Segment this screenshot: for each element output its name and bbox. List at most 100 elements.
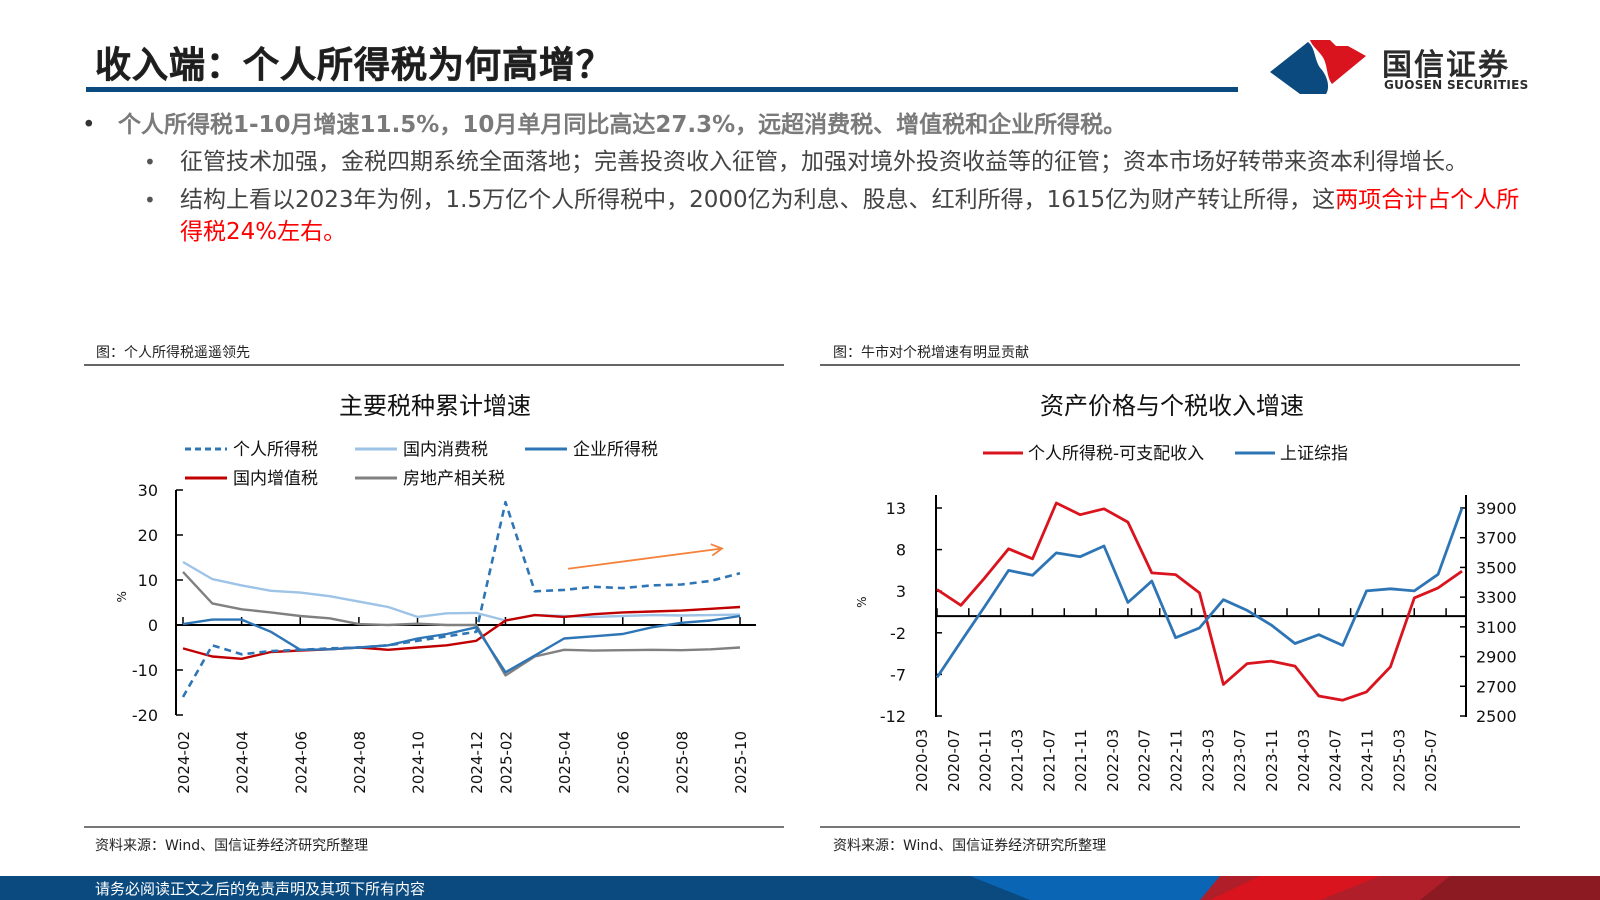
y2-tick-label: 2900 [1476,648,1517,667]
x-tick-label: 2025-03 [1390,729,1408,792]
x-tick-label: 2024-04 [234,731,252,794]
right-source-divider [820,826,1520,828]
title-underline [86,87,1238,92]
right-source-note: 资料来源：Wind、国信证券经济研究所整理 [833,838,1107,854]
right-chart: 资产价格与个税收入增速 个人所得税-可支配收入 上证综指 13 8 3 -2 -7 -12 3… [855,392,1517,792]
chart-legend: 个人所得税-可支配收入 上证综指 [983,444,1348,464]
y-tick-label: 10 [138,571,158,590]
trend-arrow-line [567,547,723,570]
x-tick-label: 2022-11 [1168,729,1186,792]
y2-tick-label: 3700 [1476,529,1517,548]
footer-bar: 请务必阅读正文之后的免责声明及其项下所有内容 [0,876,1600,900]
bullet-sub-2: • 结构上看以2023年为例，1.5万亿个人所得税中，2000亿为利息、股息、红… [144,184,1530,248]
y-tick-label: 0 [148,616,158,635]
y-tick-label: -2 [890,624,906,643]
y2-tick-label: 2700 [1476,677,1517,696]
bullet-dot: • [144,188,156,212]
legend-label: 国内消费税 [403,440,488,460]
legend-label: 个人所得税 [233,440,318,460]
chart-series [935,501,1464,702]
series-line-1 [935,507,1464,679]
page-title: 收入端：个人所得税为何高增？ [95,45,614,87]
x-tick-label: 2024-11 [1358,729,1376,792]
trend-arrow-head-icon [710,543,724,557]
bullet-dot: • [144,150,156,174]
bullet-list: 个人所得税1-10月增速11.5%，10月单月同比高达27.3%，远超消费税、增… [80,110,1530,248]
y-tick-label: -10 [132,661,158,680]
bullet-sub-2-highlight: 两项合计占个人所得税24%左右。 [180,187,1520,245]
series-line-0 [936,501,1463,702]
chart-series [181,500,741,698]
y-tick-label: 20 [138,526,158,545]
y2-tick-label: 2500 [1476,707,1517,726]
series-line-4 [182,571,741,677]
x-tick-label: 2025-08 [673,731,691,794]
left-source-note: 资料来源：Wind、国信证券经济研究所整理 [95,838,369,854]
right-figure-caption: 图：牛市对个税增速有明显贡献 [833,345,1029,361]
y-tick-label: -12 [880,707,906,726]
x-tick-label: 2024-12 [468,731,486,794]
x-tick-label: 2023-03 [1199,729,1217,792]
chart-axes: 30 20 10 0 -10 -20% 2024-02 2024-04 2024-06 2024-… [115,481,756,794]
right-caption-divider [820,364,1520,366]
x-tick-label: 2023-07 [1231,729,1249,792]
y2-tick-label: 3100 [1476,618,1517,637]
chart-title: 主要税种累计增速 [339,392,531,420]
footer-background [0,876,1600,900]
y-tick-label: 8 [896,541,906,560]
y-tick-label: -7 [890,665,906,684]
y-axis-label: % [855,596,869,607]
x-tick-label: 2020-03 [913,729,931,792]
footer-disclaimer: 请务必阅读正文之后的免责声明及其项下所有内容 [95,880,426,898]
left-caption-divider [84,364,784,366]
bullet-sub-2-text: 结构上看以2023年为例，1.5万亿个人所得税中，2000亿为利息、股息、红利所… [180,187,1336,213]
x-tick-label: 2023-11 [1263,729,1281,792]
x-tick-label: 2025-10 [732,731,750,794]
x-tick-label: 2024-02 [175,731,193,794]
series-line-0 [181,500,741,698]
y-tick-label: 3 [896,582,906,601]
legend-label: 国内增值税 [233,469,318,489]
y-tick-label: -20 [132,706,158,725]
x-tick-label: 2020-07 [945,729,963,792]
legend-label: 上证综指 [1280,444,1348,464]
y2-tick-label: 3500 [1476,558,1517,577]
bullet-sub-1: • 征管技术加强，金税四期系统全面落地；完善投资收入征管，加强对境外投资收益等的… [144,146,1530,178]
y-axis-label: % [115,591,129,602]
y-tick-label: 30 [138,481,158,500]
x-tick-label: 2021-03 [1008,729,1026,792]
guosen-logo-icon [1270,40,1366,94]
left-figure-caption: 图：个人所得税遥遥领先 [96,345,250,361]
x-tick-label: 2024-08 [351,731,369,794]
x-tick-label: 2024-07 [1327,729,1345,792]
x-tick-label: 2025-02 [497,731,515,794]
y2-tick-label: 3900 [1476,499,1517,518]
left-source-divider [84,826,784,828]
series-line-1 [182,560,741,622]
legend-label: 房地产相关税 [403,469,505,489]
x-tick-label: 2024-06 [292,731,310,794]
x-tick-label: 2021-11 [1072,729,1090,792]
brand-name-cn: 国信证券 [1382,48,1510,83]
x-tick-label: 2024-10 [410,731,428,794]
chart-axes: 13 8 3 -2 -7 -12 3900 3700 3500 3300 3100 2900 2700 2… [855,495,1517,792]
x-tick-label: 2024-03 [1295,729,1313,792]
chart-annotations [567,543,724,570]
bullet-sub-1-text: 征管技术加强，金税四期系统全面落地；完善投资收入征管，加强对境外投资收益等的征管… [180,149,1468,175]
y2-tick-label: 3300 [1476,588,1517,607]
x-tick-label: 2022-03 [1104,729,1122,792]
legend-label: 企业所得税 [573,440,658,460]
x-tick-label: 2025-07 [1422,729,1440,792]
chart-title: 资产价格与个税收入增速 [1040,392,1304,420]
y-tick-label: 13 [886,499,906,518]
series-line-2 [182,614,741,674]
x-tick-label: 2021-07 [1040,729,1058,792]
bullet-main: 个人所得税1-10月增速11.5%，10月单月同比高达27.3%，远超消费税、增… [80,110,1530,140]
brand-logo: 国信证券 GUOSEN SECURITIES [1270,36,1590,96]
x-tick-label: 2022-07 [1136,729,1154,792]
x-tick-label: 2025-06 [615,731,633,794]
x-tick-label: 2025-04 [556,731,574,794]
x-tick-label: 2020-11 [977,729,995,792]
